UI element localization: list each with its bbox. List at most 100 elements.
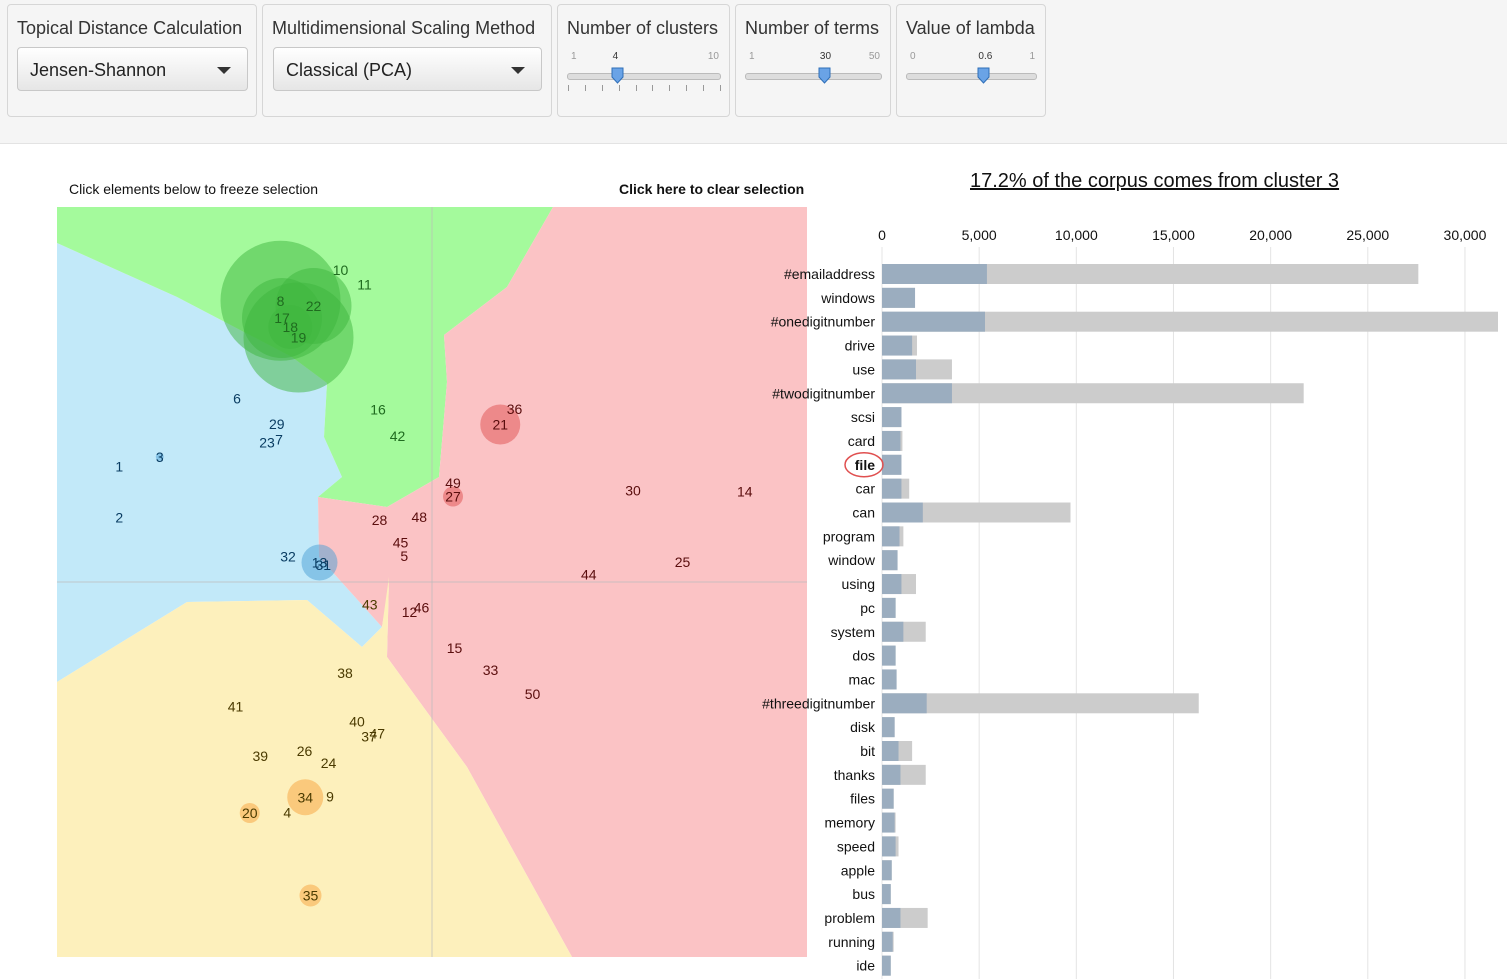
point-label-17[interactable]: 17 [274, 310, 290, 326]
point-label-19[interactable]: 19 [291, 330, 307, 346]
cluster-bar[interactable] [882, 478, 902, 499]
point-label-46[interactable]: 46 [414, 600, 430, 616]
point-label-16[interactable]: 16 [370, 402, 386, 418]
term-label[interactable]: use [852, 361, 875, 377]
cluster-bar[interactable] [882, 311, 985, 332]
point-label-48[interactable]: 48 [411, 509, 427, 525]
point-label-13[interactable]: 13 [312, 555, 328, 571]
term-label[interactable]: pc [860, 600, 875, 616]
point-label-47[interactable]: 47 [369, 726, 385, 742]
point-label-14[interactable]: 14 [737, 483, 753, 499]
cluster-bar[interactable] [882, 430, 901, 451]
point-label-43[interactable]: 43 [362, 597, 378, 613]
point-label-39[interactable]: 39 [252, 748, 268, 764]
term-label[interactable]: #twodigitnumber [772, 385, 875, 401]
term-label[interactable]: window [827, 552, 876, 568]
term-label[interactable]: ide [856, 958, 875, 974]
term-label[interactable]: bit [860, 743, 875, 759]
cluster-bar[interactable] [882, 597, 896, 618]
point-label-22[interactable]: 22 [306, 298, 322, 314]
term-label[interactable]: dos [852, 648, 875, 664]
cluster-circle-35[interactable] [299, 884, 322, 907]
term-label[interactable]: files [850, 791, 875, 807]
cluster-bar[interactable] [882, 884, 891, 905]
term-label[interactable]: #onedigitnumber [771, 314, 876, 330]
cluster-circle-27[interactable] [443, 486, 463, 507]
point-label-28[interactable]: 28 [372, 512, 388, 528]
clear-selection-link[interactable]: Click here to clear selection [619, 181, 805, 197]
cluster-bar[interactable] [882, 693, 927, 714]
term-label[interactable]: disk [850, 719, 876, 735]
point-label-32[interactable]: 32 [280, 549, 296, 565]
point-label-41[interactable]: 41 [228, 699, 244, 715]
point-label-18[interactable]: 18 [282, 319, 298, 335]
cluster-bar[interactable] [882, 359, 917, 380]
cluster-bar[interactable] [882, 574, 902, 595]
term-label[interactable]: can [852, 505, 875, 521]
point-label-26[interactable]: 26 [297, 743, 313, 759]
point-label-38[interactable]: 38 [337, 665, 353, 681]
point-label-45[interactable]: 45 [393, 534, 409, 550]
overall-bar[interactable] [882, 502, 1071, 523]
point-label-11[interactable]: 11 [357, 276, 372, 292]
point-label-42[interactable]: 42 [390, 428, 406, 444]
term-label[interactable]: thanks [834, 767, 875, 783]
point-label-9[interactable]: 9 [326, 789, 334, 805]
point-label-24[interactable]: 24 [321, 755, 337, 771]
overall-bar[interactable] [882, 693, 1199, 714]
cluster-circle-21[interactable] [480, 404, 521, 445]
term-label[interactable]: system [831, 624, 875, 640]
term-label[interactable]: card [848, 433, 875, 449]
cluster-bar[interactable] [882, 836, 896, 857]
term-label[interactable]: file [855, 457, 875, 473]
point-label-20[interactable]: 20 [242, 805, 258, 821]
point-label-21[interactable]: 21 [492, 417, 508, 433]
clusters-slider[interactable] [567, 73, 721, 80]
cluster-bar[interactable] [882, 287, 916, 308]
term-label[interactable]: using [842, 576, 875, 592]
term-label[interactable]: scsi [851, 409, 875, 425]
point-label-29[interactable]: 29 [269, 416, 285, 432]
point-label-1[interactable]: 1 [115, 459, 123, 475]
point-label-7[interactable]: 7 [275, 432, 283, 448]
point-label-4[interactable]: 4 [283, 804, 291, 820]
term-label[interactable]: bus [852, 886, 875, 902]
distance-select[interactable]: Jensen-Shannon [17, 47, 248, 91]
cluster-bar[interactable] [882, 621, 904, 642]
cluster-bar[interactable] [882, 264, 987, 284]
point-label-35[interactable]: 35 [303, 888, 319, 904]
terms-slider-handle[interactable] [818, 67, 831, 84]
term-label[interactable]: mac [849, 671, 875, 687]
cluster-bar[interactable] [882, 907, 901, 928]
cluster-bar[interactable] [882, 741, 899, 761]
cluster-bar[interactable] [882, 502, 923, 523]
cluster-bar[interactable] [882, 764, 901, 785]
cluster-bar[interactable] [882, 407, 902, 428]
cluster-circle-20[interactable] [239, 803, 260, 823]
point-label-31[interactable]: 31 [315, 557, 331, 573]
lambda-slider[interactable] [906, 73, 1037, 80]
overall-bar[interactable] [882, 383, 1304, 404]
term-label[interactable]: program [823, 528, 875, 544]
cluster-bar[interactable] [882, 955, 891, 976]
terms-slider[interactable] [745, 73, 882, 80]
lambda-slider-handle[interactable] [977, 67, 990, 84]
point-label-3[interactable]: 3 [156, 449, 164, 465]
cluster-bar[interactable] [882, 550, 898, 571]
cluster-bar[interactable] [882, 717, 895, 738]
cluster-bar[interactable] [882, 669, 897, 690]
point-label-25[interactable]: 25 [675, 554, 691, 570]
cluster-bar[interactable] [882, 931, 893, 952]
point-label-50[interactable]: 50 [525, 686, 541, 702]
cluster-bar[interactable] [882, 645, 896, 666]
cluster-circle-19[interactable] [243, 282, 354, 393]
mds-select[interactable]: Classical (PCA) [273, 47, 542, 91]
term-label[interactable]: #emailaddress [784, 266, 875, 282]
term-label[interactable]: speed [837, 838, 875, 854]
cluster-circle-3[interactable] [155, 452, 164, 461]
point-label-37[interactable]: 37 [361, 729, 377, 745]
overall-bar[interactable] [882, 264, 1419, 284]
point-label-6[interactable]: 6 [233, 390, 241, 406]
point-label-40[interactable]: 40 [349, 714, 365, 730]
point-label-15[interactable]: 15 [447, 640, 463, 656]
